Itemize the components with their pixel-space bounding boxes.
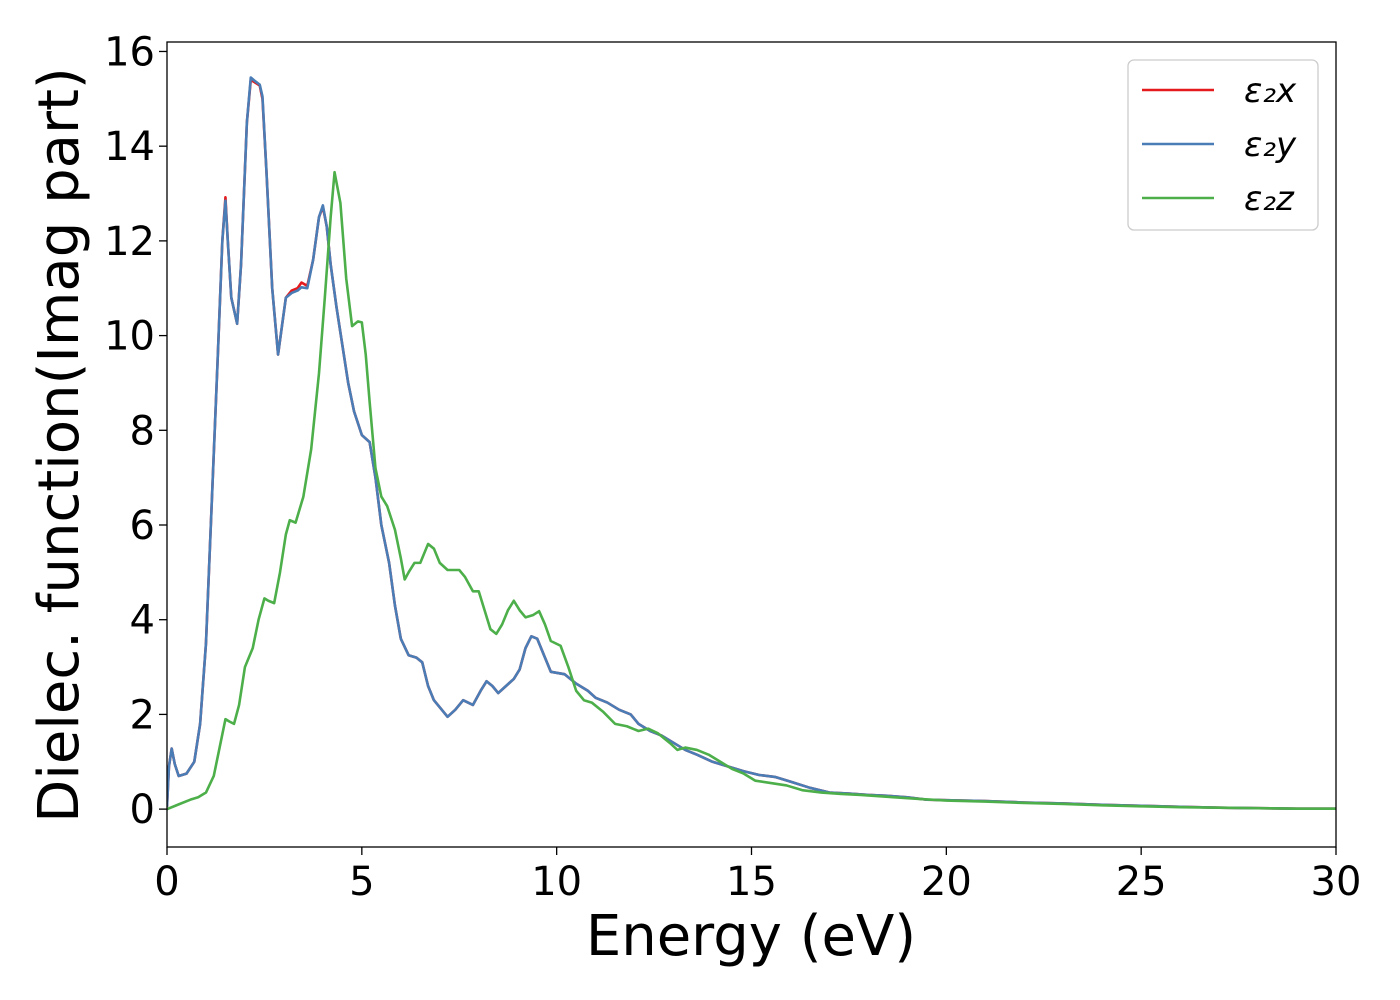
x-tick-label: 15 bbox=[726, 859, 777, 905]
x-tick-label: 30 bbox=[1311, 859, 1362, 905]
x-axis-label: Energy (eV) bbox=[586, 904, 916, 969]
y-tick-label: 2 bbox=[130, 692, 155, 738]
y-tick-label: 8 bbox=[130, 408, 155, 454]
y-tick-label: 10 bbox=[104, 314, 155, 360]
series-lines bbox=[167, 76, 1336, 811]
legend-label-x: ε₂x bbox=[1244, 71, 1297, 111]
x-tick-label: 25 bbox=[1116, 859, 1167, 905]
x-axis-ticks: 0 5 10 15 20 25 30 bbox=[154, 847, 1361, 905]
y-tick-label: 16 bbox=[104, 29, 155, 75]
legend: ε₂x ε₂y ε₂z bbox=[1127, 59, 1319, 231]
x-tick-label: 5 bbox=[349, 859, 374, 905]
series-line-y bbox=[167, 76, 1336, 810]
y-tick-label: 12 bbox=[104, 219, 155, 265]
y-tick-label: 6 bbox=[130, 503, 155, 549]
x-tick-label: 20 bbox=[921, 859, 972, 905]
legend-box bbox=[1127, 59, 1319, 231]
y-axis-label: Dielec. function(Imag part) bbox=[27, 67, 92, 823]
series-line-z bbox=[167, 170, 1336, 811]
x-tick-label: 0 bbox=[154, 859, 179, 905]
y-tick-label: 14 bbox=[104, 124, 155, 170]
y-tick-label: 4 bbox=[130, 598, 155, 644]
x-tick-label: 10 bbox=[531, 859, 582, 905]
legend-label-z: ε₂z bbox=[1244, 179, 1295, 219]
y-tick-label: 0 bbox=[130, 787, 155, 833]
y-axis-ticks: 0 2 4 6 8 10 12 14 16 bbox=[104, 29, 167, 833]
legend-label-y: ε₂y bbox=[1244, 125, 1297, 165]
